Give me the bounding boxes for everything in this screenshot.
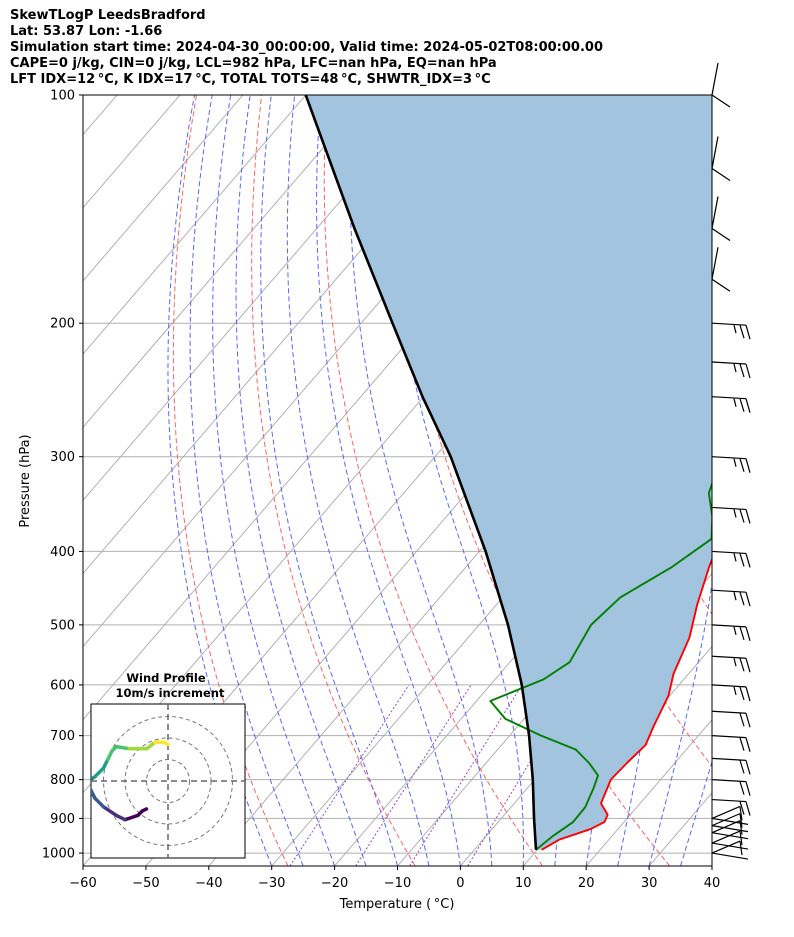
y-axis-label: Pressure (hPa) — [18, 434, 33, 527]
dewpoint-profile-line — [489, 480, 712, 851]
time-line: Simulation start time: 2024-04-30_00:00:… — [10, 40, 603, 55]
y-tick-label: 800 — [50, 773, 75, 788]
hodograph-segment — [114, 744, 132, 751]
wind-barbs — [711, 62, 751, 860]
moist-adiabat — [189, 95, 304, 866]
wind-barb — [711, 757, 751, 775]
axes: −60 −50 −40 −30 −20 −10 0 10 20 30 40 1000 900 800 700… — [42, 89, 720, 892]
temperature-profile-line — [541, 557, 712, 851]
x-tick-label: 10 — [515, 876, 532, 891]
x-tick-label: −60 — [69, 876, 96, 891]
x-tick-label: 40 — [704, 876, 721, 891]
x-tick-label: 30 — [641, 876, 658, 891]
wind-barb — [711, 361, 751, 379]
hodograph-segment — [144, 740, 157, 751]
moist-adiabat — [348, 95, 493, 866]
wind-barb — [711, 684, 751, 702]
moist-adiabat — [167, 95, 273, 866]
y-tick-label: 400 — [50, 545, 75, 560]
wind-barb — [711, 456, 751, 473]
moist-adiabat — [648, 95, 712, 866]
hodograph-segment — [93, 766, 106, 779]
x-tick-label: −10 — [384, 876, 411, 891]
wind-barb — [711, 779, 751, 796]
x-axis-label: Temperature ( °C) — [339, 897, 455, 912]
dry-adiabat — [323, 95, 543, 866]
wind-barb — [711, 62, 731, 108]
moist-adiabat — [680, 760, 712, 866]
wind-barb — [711, 322, 751, 340]
y-tick-label: 1000 — [42, 847, 75, 862]
y-tick-label: 500 — [50, 618, 75, 633]
mixing-ratio-line — [289, 684, 410, 866]
wind-barb — [711, 655, 751, 673]
isotherm-line — [585, 719, 712, 866]
wind-barb — [711, 247, 731, 292]
wind-barb — [711, 589, 751, 607]
mixing-ratio-line — [409, 684, 523, 866]
wind-barb — [711, 735, 751, 752]
mixing-ratio-line — [355, 684, 472, 866]
x-tick-label: −40 — [195, 876, 222, 891]
wind-barb — [711, 196, 731, 241]
chart-header: SkewTLogP LeedsBradford Lat: 53.87 Lon: … — [10, 8, 603, 88]
x-tick-label: 0 — [456, 876, 464, 891]
wind-barb — [711, 805, 749, 825]
x-tick-label: −30 — [258, 876, 285, 891]
y-tick-label: 200 — [50, 317, 75, 332]
location-line: Lat: 53.87 Lon: -1.66 — [10, 24, 163, 39]
x-tick-label: −50 — [132, 876, 159, 891]
moist-adiabat — [212, 95, 336, 866]
mixing-ratio-line — [467, 684, 578, 866]
moist-adiabat — [235, 95, 367, 866]
parcel-profile-line — [304, 95, 538, 850]
y-tick-label: 900 — [50, 812, 75, 827]
y-tick-label: 100 — [50, 89, 75, 104]
dry-adiabat — [717, 95, 794, 866]
isotherm-line — [83, 95, 432, 501]
wind-barb — [711, 550, 751, 568]
moist-adiabat — [386, 95, 524, 866]
data-series — [304, 95, 712, 851]
wind-barb — [711, 136, 731, 181]
parcel-area-fill — [305, 95, 712, 850]
wind-barb — [711, 396, 751, 413]
dry-adiabat — [251, 95, 416, 866]
hodograph-segment — [123, 813, 140, 822]
x-tick-label: 20 — [578, 876, 595, 891]
moist-adiabat — [260, 95, 398, 866]
chart-title: SkewTLogP LeedsBradford — [10, 8, 206, 23]
hodograph-segment — [86, 781, 88, 785]
wind-barb — [711, 710, 751, 728]
y-tick-label: 700 — [50, 729, 75, 744]
isotherm-line — [711, 865, 712, 866]
wind-barb — [711, 506, 751, 524]
params-line-2: LFT IDX=12 °C, K IDX=17 °C, TOTAL TOTS=4… — [10, 72, 491, 87]
params-line-1: CAPE=0 j/kg, CIN=0 j/kg, LCL=982 hPa, LF… — [10, 56, 497, 71]
hodograph-segment — [161, 740, 170, 747]
wind-barb — [711, 798, 751, 816]
wind-barb — [711, 813, 749, 833]
y-tick-label: 600 — [50, 678, 75, 693]
dry-adiabat — [783, 95, 794, 866]
wind-barb — [711, 624, 751, 642]
x-tick-label: −20 — [321, 876, 348, 891]
hodograph: Wind Profile 10m/s increment — [86, 671, 246, 859]
y-tick-label: 300 — [50, 450, 75, 465]
hodograph-segment — [93, 796, 106, 809]
hodograph-segment — [101, 805, 119, 818]
isotherm-line — [83, 95, 370, 428]
hodograph-subtitle: 10m/s increment — [116, 686, 225, 700]
isotherm-line — [83, 95, 244, 282]
isotherm-line — [397, 499, 712, 866]
dry-adiabat — [172, 95, 289, 866]
moist-adiabat — [711, 864, 712, 866]
hodograph-title: Wind Profile — [126, 671, 206, 685]
